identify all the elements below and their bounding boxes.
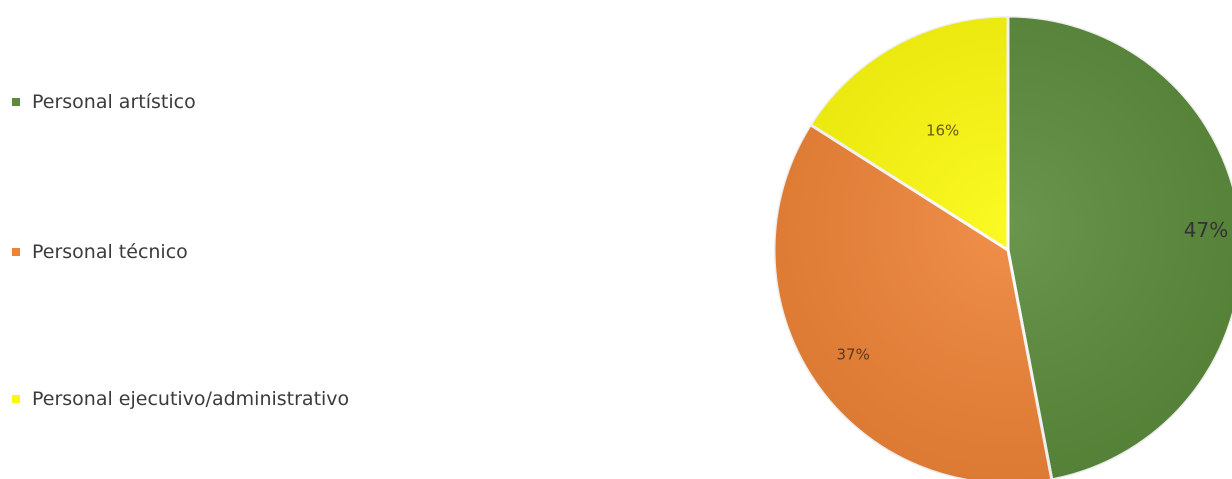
pie-label-personal-tecnico: 37%: [836, 346, 869, 364]
pie-label-personal-ejecutivo-administrativo: 16%: [926, 122, 959, 140]
pie-slice-personal-artistico: [1006, 14, 1232, 479]
legend-label-personal-artistico: Personal artístico: [32, 91, 196, 113]
legend-swatch-personal-artistico: [12, 98, 20, 106]
legend-item-personal-tecnico: Personal técnico: [12, 237, 188, 267]
legend-label-personal-ejecutivo-administrativo: Personal ejecutivo/administrativo: [32, 388, 350, 410]
legend-item-personal-ejecutivo-administrativo: Personal ejecutivo/administrativo: [12, 384, 349, 414]
legend-swatch-personal-tecnico: [12, 248, 20, 256]
legend-item-personal-artistico: Personal artístico: [12, 87, 196, 117]
legend-label-personal-tecnico: Personal técnico: [32, 241, 188, 263]
pie-label-personal-artistico: 47%: [1184, 218, 1228, 242]
legend-swatch-personal-ejecutivo-administrativo: [12, 395, 20, 403]
chart-legend: Personal artístico Personal técnico Pers…: [0, 0, 600, 479]
